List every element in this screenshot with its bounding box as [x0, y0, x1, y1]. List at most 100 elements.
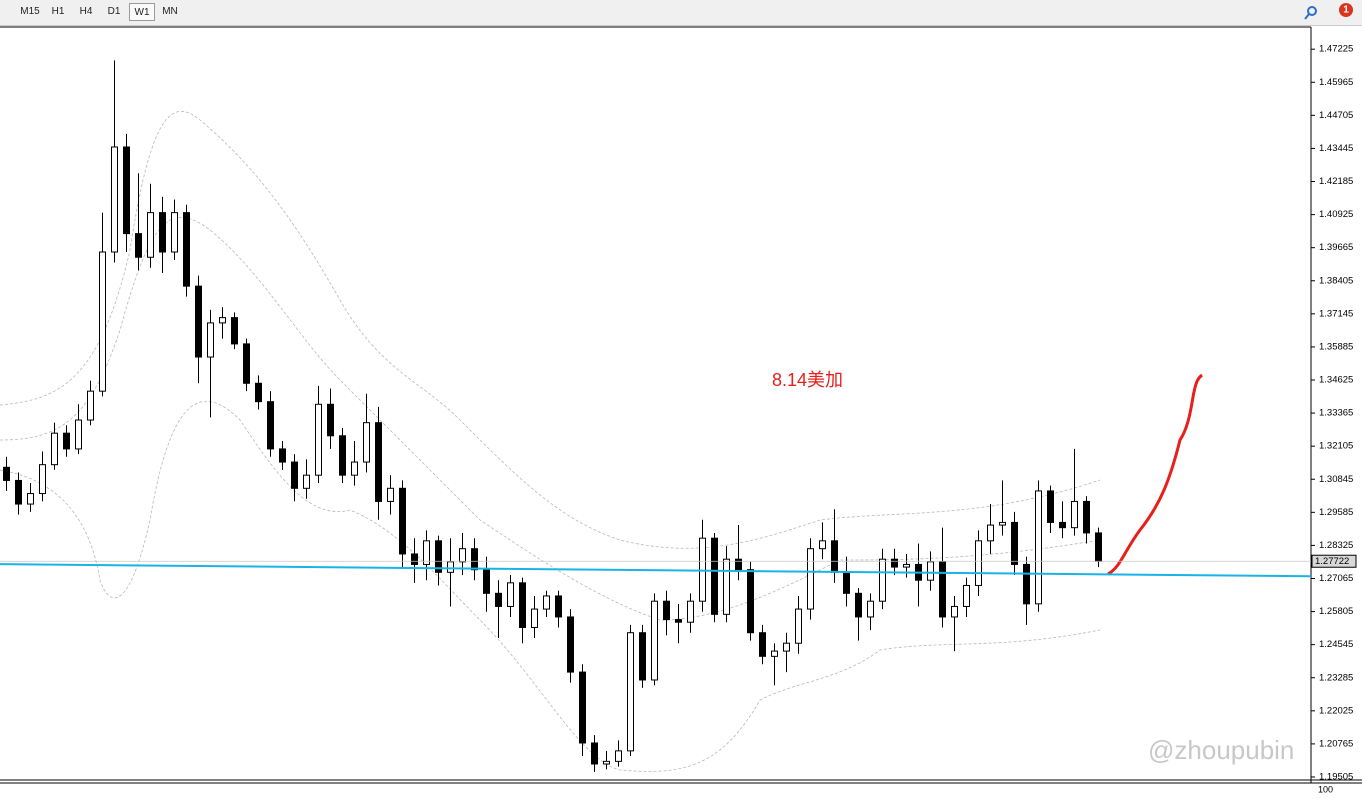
timeframe-button[interactable]: MN: [162, 6, 178, 17]
y-tick-label: 1.19505: [1319, 771, 1353, 782]
candle-body: [243, 343, 250, 384]
timeframe-button[interactable]: H4: [79, 6, 93, 17]
candle-body: [315, 403, 322, 476]
candle-body: [111, 146, 118, 253]
y-tick-label: 1.43445: [1319, 143, 1353, 154]
y-tick-label: 1.35885: [1319, 341, 1353, 352]
candle-body: [591, 742, 598, 765]
candle-body: [1011, 521, 1018, 565]
drawn-arrow: [1107, 373, 1203, 576]
candle-body: [39, 464, 46, 495]
timeframe-button[interactable]: D1: [107, 6, 121, 17]
candle-body: [123, 146, 130, 235]
y-tick-label: 1.22025: [1319, 705, 1353, 716]
candle-body: [375, 422, 382, 502]
candle-body: [543, 595, 550, 610]
candle-body: [423, 540, 430, 565]
watermark: @zhoupubin: [1148, 735, 1294, 765]
candle-body: [891, 558, 898, 568]
y-tick-label: 1.42185: [1319, 176, 1353, 187]
candle-body: [495, 592, 502, 607]
candle-body: [795, 608, 802, 644]
current-price-box: [1311, 554, 1357, 568]
subwindow-scale: 100: [1318, 784, 1333, 794]
candle-body: [555, 595, 562, 618]
y-tick-label: 1.23285: [1319, 672, 1353, 683]
candle-body: [987, 524, 994, 542]
candle-body: [75, 419, 82, 450]
candle-body: [327, 403, 334, 437]
candle-body: [147, 212, 154, 258]
candle-body: [351, 461, 358, 476]
candle-body: [279, 448, 286, 463]
candle-body: [1083, 500, 1090, 534]
candle-body: [867, 600, 874, 618]
y-tick-label: 1.32105: [1319, 441, 1353, 452]
y-tick-label: 1.45965: [1319, 77, 1353, 88]
y-tick-label: 1.39665: [1319, 242, 1353, 253]
candle-body: [207, 322, 214, 358]
candle-body: [63, 432, 70, 450]
candle-body: [267, 401, 274, 450]
bands: [0, 111, 1101, 772]
timeframe-button[interactable]: W1: [129, 3, 155, 21]
candle-body: [15, 479, 22, 505]
candle-body: [1035, 490, 1042, 605]
timeframe-toolbar: M15 H1 H4 D1 W1 MN: [0, 0, 1362, 26]
candle-body: [27, 493, 34, 505]
candle-body: [939, 561, 946, 618]
candle-body: [675, 619, 682, 623]
candle-body: [927, 561, 934, 581]
candle-body: [663, 600, 670, 621]
candle-body: [507, 582, 514, 607]
current-price-label: 1.27722: [1315, 556, 1349, 567]
candle-body: [51, 432, 58, 466]
y-tick-label: 1.20765: [1319, 738, 1353, 749]
candle-body: [171, 212, 178, 253]
candle-body: [735, 558, 742, 571]
candle-body: [783, 642, 790, 652]
candle-body: [651, 600, 658, 681]
candle-body: [627, 632, 634, 752]
candle-body: [363, 422, 370, 463]
candle-body: [87, 390, 94, 421]
candle-body: [831, 540, 838, 573]
candle-body: [255, 382, 262, 403]
candle-body: [903, 563, 910, 568]
candle-body: [999, 521, 1006, 526]
candle-body: [135, 233, 142, 258]
candle-body: [771, 650, 778, 657]
candle-body: [819, 540, 826, 550]
y-tick-label: 1.30845: [1319, 474, 1353, 485]
candle-body: [723, 558, 730, 615]
y-tick-label: 1.37145: [1319, 308, 1353, 319]
candle-body: [747, 569, 754, 634]
candle-body: [399, 487, 406, 555]
candle-body: [1023, 563, 1030, 605]
candle-body: [531, 608, 538, 628]
candle-body: [951, 605, 958, 618]
candle-body: [639, 632, 646, 681]
candle-body: [183, 212, 190, 287]
candle-body: [759, 632, 766, 657]
candle-body: [843, 571, 850, 594]
y-tick-label: 1.24545: [1319, 639, 1353, 650]
candle-body: [1047, 490, 1054, 523]
candle-body: [711, 537, 718, 615]
timeframe-button[interactable]: H1: [51, 6, 65, 17]
candle-body: [687, 600, 694, 623]
candle-body: [807, 548, 814, 610]
candle-body: [303, 474, 310, 489]
candle-body: [579, 671, 586, 744]
y-tick-label: 1.34625: [1319, 375, 1353, 386]
candle-body: [963, 584, 970, 607]
candle-body: [975, 540, 982, 586]
candle-body: [459, 548, 466, 563]
candle-body: [1059, 521, 1066, 529]
candle-body: [411, 553, 418, 565]
candle-body: [879, 558, 886, 602]
candle-body: [435, 540, 442, 573]
timeframe-button[interactable]: M15: [20, 6, 40, 17]
